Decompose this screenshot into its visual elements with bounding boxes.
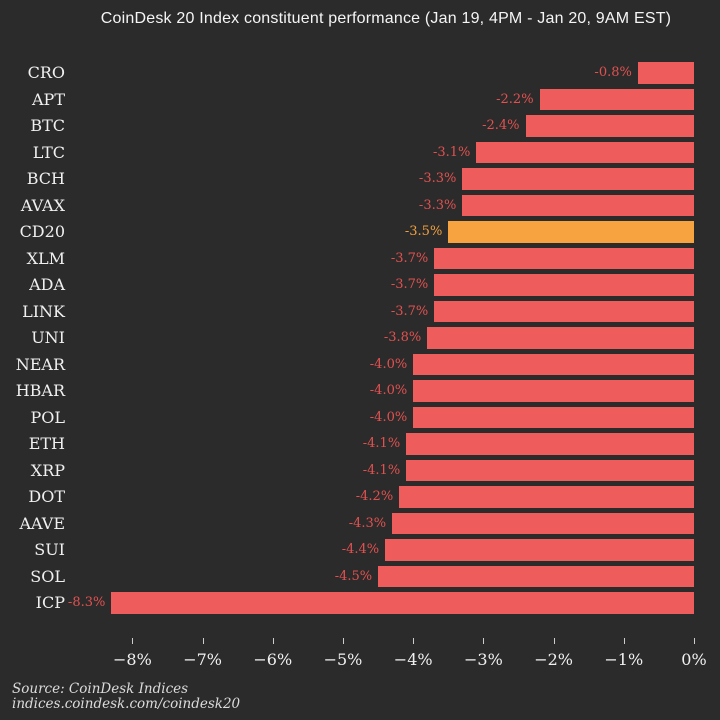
value-label-cd20: -3.5% bbox=[404, 224, 443, 239]
value-label-ltc: -3.1% bbox=[432, 144, 471, 160]
bar-sui bbox=[385, 539, 694, 561]
value-label-bch: -3.3% bbox=[418, 171, 457, 186]
value-label-link: -3.7% bbox=[390, 303, 429, 319]
value-label-eth: -4.1% bbox=[362, 436, 401, 451]
category-label-ada: ADA bbox=[29, 275, 65, 294]
bar-bch bbox=[462, 168, 694, 190]
category-label-dot: DOT bbox=[28, 487, 65, 506]
footer: Source: CoinDesk Indices indices.coindes… bbox=[12, 682, 240, 712]
chart-title: CoinDesk 20 Index constituent performanc… bbox=[100, 10, 672, 27]
category-label-bch: BCH bbox=[26, 169, 65, 188]
value-label-aave: -4.3% bbox=[348, 515, 387, 531]
bar-cro bbox=[637, 62, 694, 84]
x-axis-tick bbox=[202, 638, 204, 644]
bar-sol bbox=[378, 565, 694, 587]
highlight-bar-cd20 bbox=[448, 221, 694, 243]
x-axis-tick-label: −8% bbox=[112, 650, 152, 669]
category-label-hbar: HBAR bbox=[15, 381, 65, 400]
bar-btc bbox=[525, 115, 694, 137]
category-label-uni: UNI bbox=[31, 328, 65, 347]
category-label-avax: AVAX bbox=[20, 195, 65, 215]
value-label-near: -4.0% bbox=[369, 356, 408, 372]
value-label-xlm: -3.7% bbox=[390, 250, 429, 266]
category-label-cd20: CD20 bbox=[19, 222, 65, 241]
category-label-eth: ETH bbox=[28, 434, 65, 453]
x-axis-tick bbox=[483, 638, 485, 644]
x-axis-tick bbox=[132, 638, 134, 644]
value-label-hbar: -4.0% bbox=[369, 383, 408, 398]
bar-aave bbox=[392, 512, 694, 534]
x-axis-tick-label: −2% bbox=[534, 650, 573, 669]
value-label-cro: -0.8% bbox=[594, 65, 632, 80]
x-axis-tick bbox=[343, 638, 344, 644]
x-axis-tick-label: −1% bbox=[604, 650, 644, 669]
x-axis-tick bbox=[553, 638, 555, 644]
category-label-apt: APT bbox=[32, 89, 65, 109]
x-axis-tick bbox=[623, 638, 625, 644]
x-axis-tick-label: −3% bbox=[463, 650, 503, 669]
bar-xrp bbox=[406, 459, 694, 481]
value-label-pol: -4.0% bbox=[369, 409, 408, 425]
x-axis-tick-label: 0% bbox=[681, 650, 707, 669]
category-label-xrp: XRP bbox=[30, 460, 65, 480]
value-label-dot: -4.2% bbox=[355, 489, 394, 504]
source-text: Source: CoinDesk Indices bbox=[12, 681, 189, 697]
x-axis-tick bbox=[694, 638, 695, 644]
bar-ltc bbox=[476, 141, 694, 163]
value-label-icp: -8.3% bbox=[67, 595, 106, 610]
bar-icp bbox=[111, 592, 694, 614]
bar-avax bbox=[462, 194, 694, 216]
bar-ada bbox=[434, 274, 694, 296]
value-label-xrp: -4.1% bbox=[362, 462, 401, 478]
x-axis-tick-label: −5% bbox=[323, 650, 363, 669]
value-label-ada: -3.7% bbox=[390, 277, 429, 292]
bar-uni bbox=[427, 327, 694, 349]
category-label-icp: ICP bbox=[35, 593, 65, 612]
category-label-btc: BTC bbox=[30, 116, 65, 135]
x-axis-tick-label: −7% bbox=[183, 650, 222, 669]
plot-area: -0.8% -2.2% -2.4% -3.1% -3.3% -3.3% -3.5% -3.7%… bbox=[67, 62, 707, 669]
x-axis-tick bbox=[272, 638, 274, 644]
value-label-uni: -3.8% bbox=[383, 330, 422, 345]
category-label-sui: SUI bbox=[34, 540, 65, 559]
bar-pol bbox=[413, 406, 694, 428]
x-axis-tick bbox=[413, 638, 415, 644]
value-label-apt: -2.2% bbox=[496, 91, 534, 107]
category-label-xlm: XLM bbox=[26, 248, 65, 268]
category-labels-column: CRO APT BTC LTC BCH AVAX CD20 XLM ADA LINK UNI NEAR… bbox=[0, 0, 66, 720]
value-label-btc: -2.4% bbox=[482, 118, 520, 133]
category-label-cro: CRO bbox=[27, 63, 65, 82]
category-label-pol: POL bbox=[30, 407, 65, 427]
bar-dot bbox=[399, 486, 694, 508]
value-label-sui: -4.4% bbox=[341, 542, 380, 557]
bar-xlm bbox=[434, 247, 694, 269]
category-label-near: NEAR bbox=[15, 354, 65, 374]
category-label-ltc: LTC bbox=[32, 142, 65, 162]
bar-apt bbox=[539, 88, 694, 110]
value-label-avax: -3.3% bbox=[418, 197, 457, 213]
bar-link bbox=[434, 300, 694, 322]
bar-near bbox=[413, 353, 694, 375]
x-axis-tick-label: −4% bbox=[393, 650, 433, 669]
bar-eth bbox=[406, 433, 694, 455]
category-label-link: LINK bbox=[22, 301, 65, 321]
x-axis-tick-label: −6% bbox=[253, 650, 293, 669]
category-label-aave: AAVE bbox=[19, 513, 65, 533]
source-url: indices.coindesk.com/coindesk20 bbox=[12, 696, 241, 712]
bar-hbar bbox=[413, 380, 694, 402]
category-label-sol: SOL bbox=[30, 566, 65, 586]
value-label-sol: -4.5% bbox=[334, 568, 373, 584]
